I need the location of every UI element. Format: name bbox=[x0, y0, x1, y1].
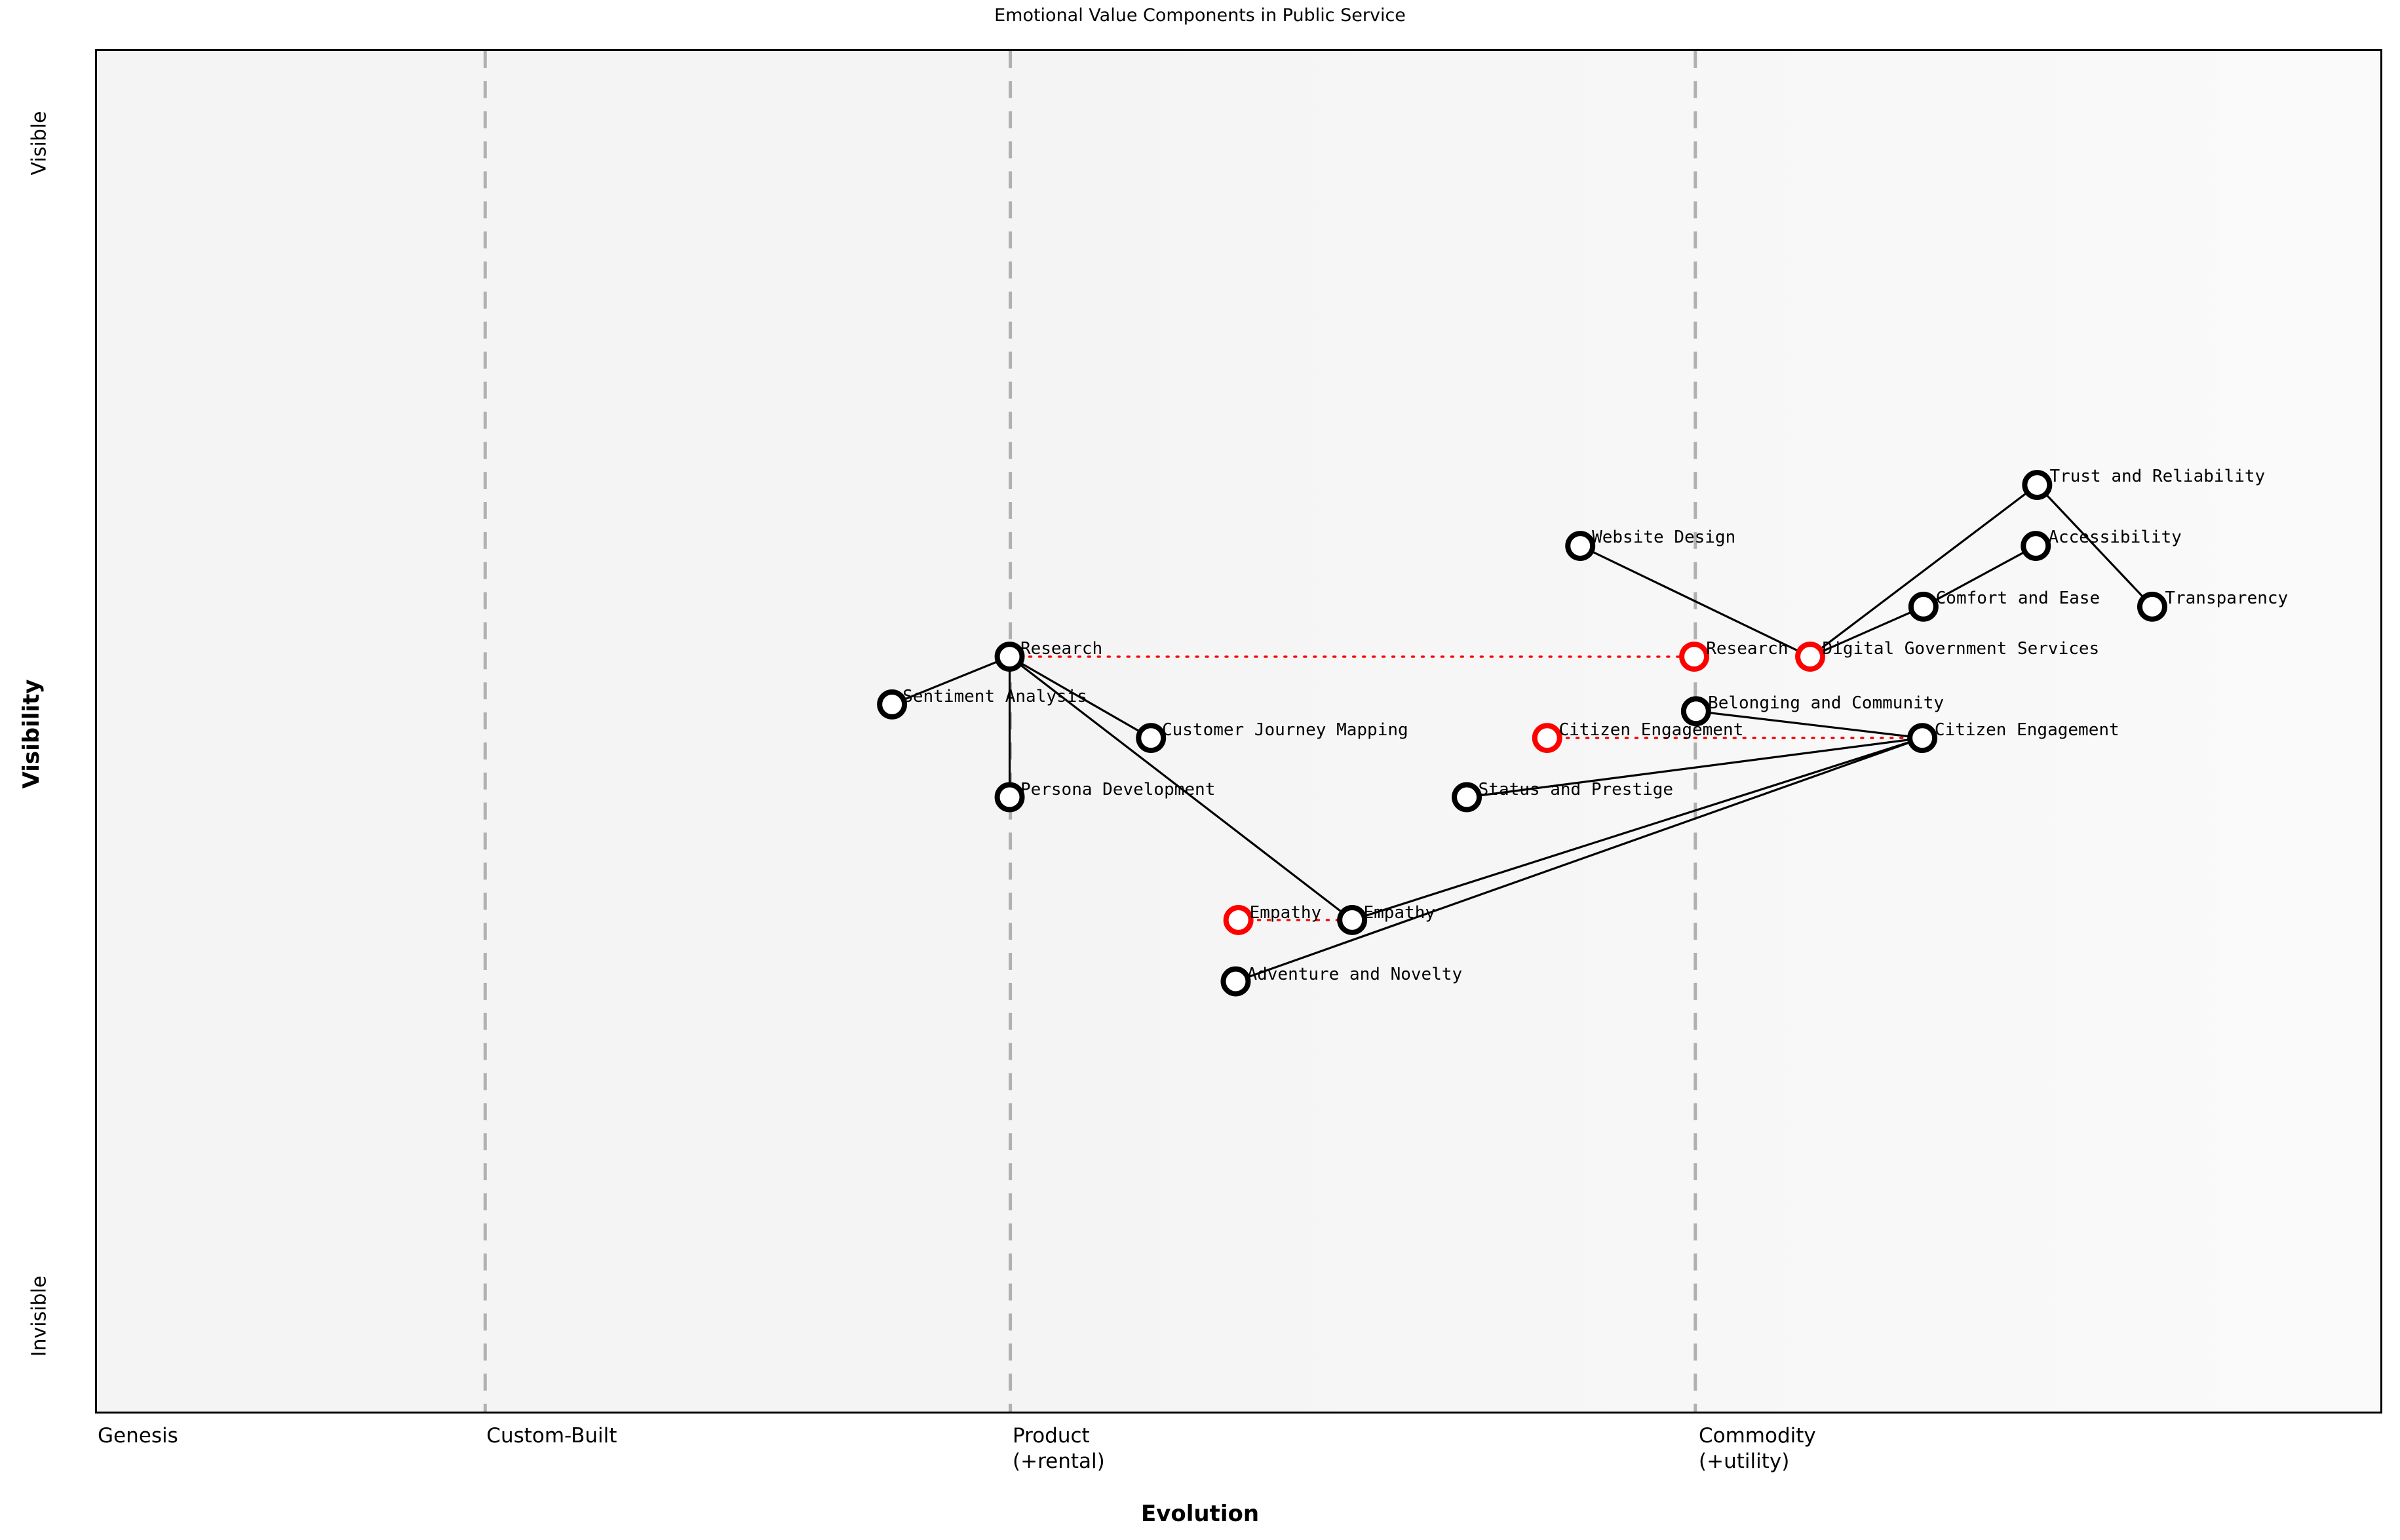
y-tick-0: Visible bbox=[28, 111, 51, 176]
edge-trust_and_reliability-to-transparency bbox=[2036, 484, 2154, 607]
node-research_future[interactable] bbox=[1679, 642, 1710, 672]
node-website_design[interactable] bbox=[1565, 531, 1596, 561]
node-persona_development[interactable] bbox=[994, 782, 1025, 813]
node-belonging_and_community[interactable] bbox=[1680, 696, 1711, 727]
nodes-layer bbox=[877, 470, 2167, 997]
node-transparency[interactable] bbox=[2137, 591, 2167, 622]
x-tick-0: Genesis bbox=[98, 1424, 178, 1448]
x-axis-label: Evolution bbox=[1140, 1501, 1260, 1527]
gridlines-layer bbox=[483, 51, 1697, 1412]
y-tick-1: Invisible bbox=[28, 1275, 51, 1357]
edge-digital_government_services-to-comfort_and_ease bbox=[1810, 606, 1924, 658]
edges-layer bbox=[891, 484, 2154, 983]
node-digital_government_services[interactable] bbox=[1795, 642, 1826, 672]
node-status_and_prestige[interactable] bbox=[1452, 782, 1482, 813]
edge-research-to-empathy bbox=[1009, 655, 1353, 921]
node-adventure_and_novelty[interactable] bbox=[1220, 966, 1251, 997]
y-axis-label: Visibility bbox=[18, 679, 45, 789]
node-customer_journey_mapping[interactable] bbox=[1136, 723, 1167, 754]
edge-research-to-sentiment_analysis bbox=[891, 655, 1011, 706]
plot-area: Digital Government Services Website Desig… bbox=[95, 49, 2382, 1414]
node-research[interactable] bbox=[994, 642, 1025, 672]
node-citizen_engagement_future[interactable] bbox=[1532, 723, 1562, 754]
chart-title: Emotional Value Components in Public Ser… bbox=[994, 5, 1406, 26]
x-tick-2: Product (+rental) bbox=[1013, 1424, 1105, 1473]
evolution-lines-layer bbox=[1008, 655, 1924, 921]
node-empathy[interactable] bbox=[1337, 905, 1368, 935]
node-trust_and_reliability[interactable] bbox=[2022, 470, 2053, 500]
node-comfort_and_ease[interactable] bbox=[1908, 591, 1939, 622]
edge-empathy-to-citizen_engagement bbox=[1351, 737, 1923, 921]
node-citizen_engagement[interactable] bbox=[1907, 723, 1938, 754]
node-sentiment_analysis[interactable] bbox=[877, 689, 908, 720]
node-empathy_future[interactable] bbox=[1223, 905, 1254, 935]
map-canvas bbox=[483, 51, 2167, 1412]
edge-digital_government_services-to-trust_and_reliability bbox=[1810, 484, 2038, 658]
edge-comfort_and_ease-to-accessibility bbox=[1923, 545, 2037, 608]
x-tick-3: Commodity (+utility) bbox=[1699, 1424, 1816, 1473]
edge-status_and_prestige-to-citizen_engagement bbox=[1466, 737, 1923, 799]
x-tick-1: Custom-Built bbox=[486, 1424, 617, 1448]
edge-adventure_and_novelty-to-citizen_engagement bbox=[1235, 737, 1923, 983]
edge-research-to-customer_journey_mapping bbox=[1009, 655, 1152, 739]
edge-website_design-to-digital_government_services bbox=[1579, 545, 1811, 658]
edge-belonging_and_community-to-citizen_engagement bbox=[1695, 710, 1923, 739]
node-accessibility[interactable] bbox=[2021, 531, 2051, 561]
